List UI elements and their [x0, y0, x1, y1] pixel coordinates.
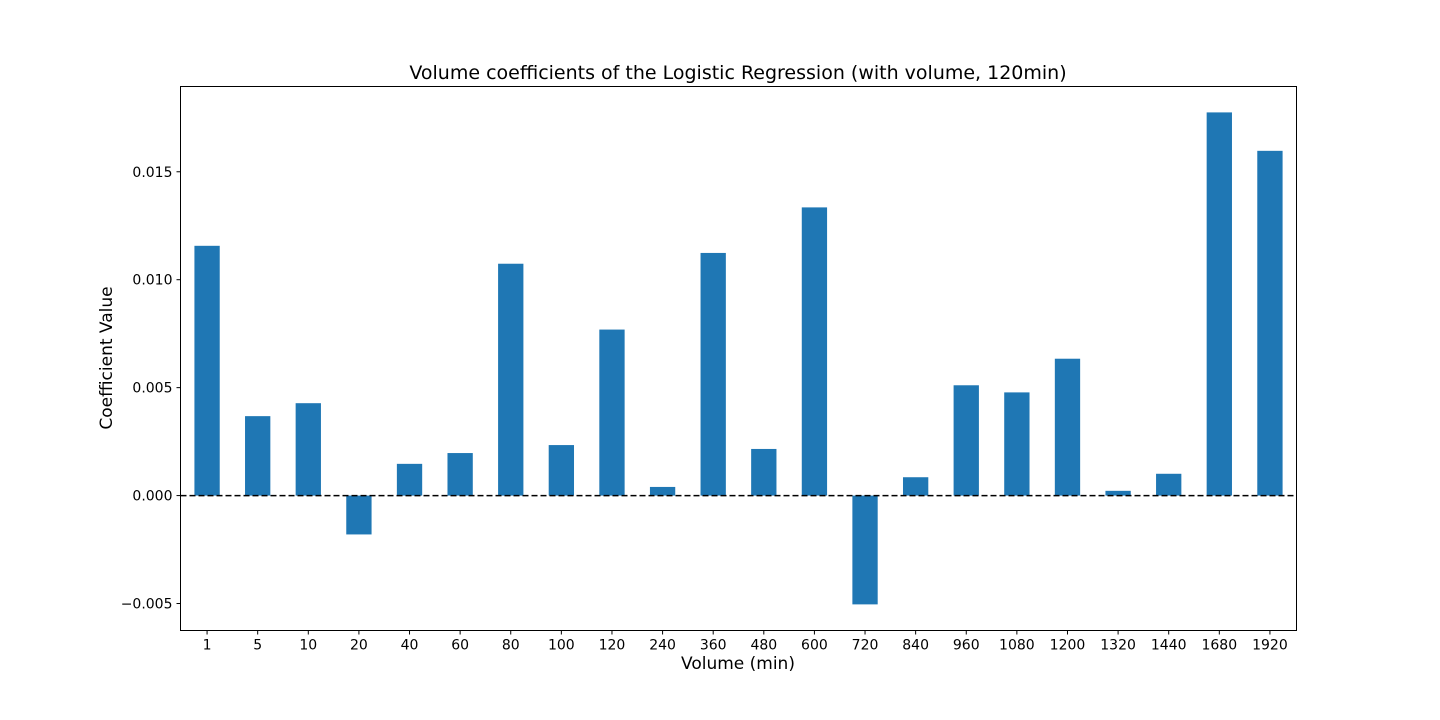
x-tick-label: 360 — [700, 638, 727, 654]
bar-1920 — [1257, 150, 1283, 496]
x-tick-label: 1920 — [1252, 638, 1288, 654]
x-tick-label: 1200 — [1050, 638, 1086, 654]
plot-frame — [180, 86, 1297, 631]
chart-title: Volume coefficients of the Logistic Regr… — [409, 62, 1066, 84]
x-tick-label: 10 — [299, 638, 317, 654]
bar-60 — [447, 453, 473, 496]
y-axis-label: Coefficient Value — [97, 286, 117, 429]
x-tick-label: 100 — [548, 638, 575, 654]
x-tick-label: 600 — [801, 638, 828, 654]
y-tick-label: 0.005 — [132, 381, 172, 397]
bar-840 — [902, 477, 929, 496]
y-tick-label: 0.000 — [132, 489, 172, 505]
bar-1080 — [1004, 392, 1030, 496]
x-tick-label: 480 — [750, 638, 777, 654]
x-tick-label: 720 — [852, 638, 879, 654]
y-axis: −0.005 0.000 0.005 0.010 0.015 — [121, 165, 181, 613]
x-axis-label: Volume (min) — [681, 654, 795, 674]
bar-1200 — [1054, 358, 1081, 496]
bar-80 — [498, 263, 524, 496]
bar-1 — [194, 245, 220, 496]
y-tick-label: 0.015 — [132, 165, 172, 181]
x-axis: 1 5 10 20 40 60 80 100 120 240 360 480 600 720 840 960 1… — [203, 630, 1288, 654]
x-tick-label: 840 — [902, 638, 929, 654]
x-tick-label: 240 — [649, 638, 676, 654]
x-tick-label: 960 — [953, 638, 980, 654]
x-tick-label: 80 — [502, 638, 520, 654]
bar-10 — [295, 403, 321, 496]
bar-960 — [953, 385, 979, 496]
bar-120 — [599, 329, 625, 496]
x-tick-label: 1 — [203, 638, 212, 654]
x-tick-label: 1080 — [999, 638, 1035, 654]
bar-5 — [245, 416, 271, 496]
y-tick-label: 0.010 — [132, 273, 172, 289]
bar-1440 — [1156, 473, 1182, 496]
x-tick-label: 1320 — [1100, 638, 1136, 654]
x-tick-label: 1440 — [1151, 638, 1187, 654]
y-tick-label: −0.005 — [121, 597, 173, 613]
x-tick-label: 1680 — [1201, 638, 1237, 654]
x-tick-label: 60 — [451, 638, 469, 654]
bar-360 — [700, 252, 726, 496]
x-tick-label: 20 — [350, 638, 368, 654]
bar-100 — [548, 445, 575, 496]
bar-480 — [751, 448, 777, 496]
bar-720 — [852, 495, 878, 605]
x-tick-label: 5 — [253, 638, 262, 654]
bar-1680 — [1206, 112, 1232, 496]
x-tick-label: 40 — [401, 638, 419, 654]
bar-20 — [346, 495, 372, 535]
x-tick-label: 120 — [599, 638, 626, 654]
bar-1320 — [1105, 490, 1131, 496]
bar-600 — [801, 207, 828, 496]
bar-40 — [396, 463, 423, 496]
bars-group — [194, 112, 1283, 605]
bar-240 — [649, 486, 676, 496]
